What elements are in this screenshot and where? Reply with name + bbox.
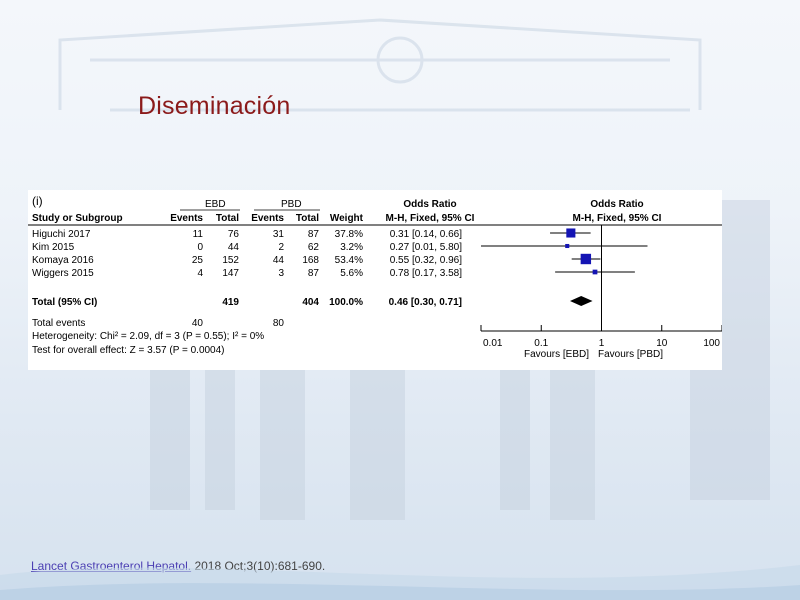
study-weight: 3.2% [340, 242, 363, 253]
col-total-1: Total [216, 213, 239, 224]
study-events-1: 25 [192, 255, 204, 266]
study-marker [592, 269, 598, 275]
x-tick-label: 0.1 [534, 338, 548, 349]
study-ci: 0.78 [0.17, 3.58] [390, 268, 463, 279]
study-ci: 0.55 [0.32, 0.96] [390, 255, 463, 266]
reference: Lancet Gastroenterol Hepatol. 2018 Oct;3… [31, 559, 325, 573]
x-tick-label: 1 [599, 338, 605, 349]
forest-plot-panel: (i) EBD PBD Odds Ratio Odds Ratio Study … [28, 190, 723, 370]
total-weight: 100.0% [329, 297, 363, 308]
overall-effect: Test for overall effect: Z = 3.57 (P = 0… [32, 345, 225, 356]
study-total-2: 87 [308, 268, 320, 279]
total-events-label: Total events [32, 318, 85, 329]
study-weight: 53.4% [335, 255, 363, 266]
study-total-2: 168 [302, 255, 319, 266]
reference-citation: 2018 Oct;3(10):681-690. [191, 559, 326, 573]
or-header-right: Odds Ratio [590, 199, 643, 210]
x-tick-label: 0.01 [483, 338, 503, 349]
study-name: Higuchi 2017 [32, 229, 91, 240]
forest-plot: (i) EBD PBD Odds Ratio Odds Ratio Study … [28, 194, 723, 360]
study-marker [580, 253, 592, 265]
study-total-2: 87 [308, 229, 320, 240]
study-events-1: 4 [197, 268, 203, 279]
study-name: Wiggers 2015 [32, 268, 94, 279]
x-tick-label: 10 [656, 338, 668, 349]
study-events-2: 44 [273, 255, 285, 266]
favours-right: Favours [PBD] [598, 349, 663, 360]
study-total-1: 147 [222, 268, 239, 279]
col-weight: Weight [330, 213, 364, 224]
study-total-2: 62 [308, 242, 320, 253]
study-marker [565, 243, 570, 249]
study-events-1: 11 [193, 229, 204, 240]
summary-diamond [569, 296, 593, 306]
total-ci: 0.46 [0.30, 0.71] [389, 297, 462, 308]
study-total-1: 76 [228, 229, 240, 240]
study-ci: 0.27 [0.01, 5.80] [390, 242, 463, 253]
study-weight: 37.8% [335, 229, 363, 240]
x-tick-label: 100 [703, 338, 720, 349]
study-events-2: 31 [273, 229, 285, 240]
col-events-1: Events [170, 213, 203, 224]
study-ci: 0.31 [0.14, 0.66] [390, 229, 463, 240]
col-total-2: Total [296, 213, 319, 224]
study-events-2: 3 [278, 268, 284, 279]
total-n1: 419 [222, 297, 239, 308]
reference-link[interactable]: Lancet Gastroenterol Hepatol. [31, 559, 192, 573]
or-method-right: M-H, Fixed, 95% CI [573, 213, 662, 224]
study-marker [566, 228, 576, 238]
or-header-left: Odds Ratio [403, 199, 456, 210]
total-label: Total (95% CI) [32, 297, 97, 308]
total-n2: 404 [302, 297, 319, 308]
panel-label: (i) [32, 194, 43, 208]
total-events-1: 40 [192, 318, 204, 329]
total-events-2: 80 [273, 318, 285, 329]
study-events-1: 0 [197, 242, 203, 253]
col-events-2: Events [251, 213, 284, 224]
or-method-left: M-H, Fixed, 95% CI [386, 213, 475, 224]
study-weight: 5.6% [340, 268, 363, 279]
study-name: Komaya 2016 [32, 255, 94, 266]
heterogeneity: Heterogeneity: Chi² = 2.09, df = 3 (P = … [32, 331, 264, 342]
slide-title: Diseminación [138, 92, 291, 120]
study-total-1: 152 [222, 255, 239, 266]
study-total-1: 44 [228, 242, 240, 253]
col-study: Study or Subgroup [32, 213, 123, 224]
group2-label: PBD [281, 199, 302, 210]
favours-left: Favours [EBD] [524, 349, 589, 360]
group1-label: EBD [205, 199, 226, 210]
study-events-2: 2 [278, 242, 284, 253]
study-name: Kim 2015 [32, 242, 75, 253]
